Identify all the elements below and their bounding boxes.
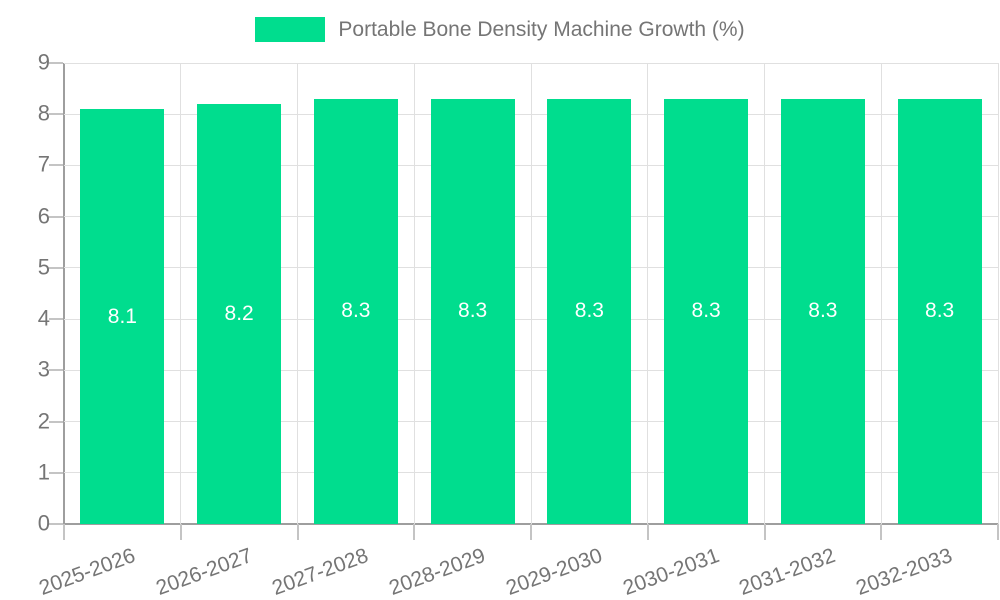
y-axis-tick — [49, 266, 63, 269]
bar[interactable]: 8.1 — [80, 109, 165, 524]
bar[interactable]: 8.3 — [780, 98, 865, 524]
x-axis-tick-label: 2032-2033 — [853, 544, 956, 600]
bar[interactable]: 8.3 — [430, 98, 515, 524]
y-axis-tick-label: 3 — [37, 356, 50, 382]
x-gridline — [764, 63, 765, 524]
y-axis-tick-label: 9 — [37, 49, 50, 75]
bar-value-label: 8.3 — [691, 299, 721, 323]
bar-value-label: 8.3 — [341, 299, 371, 323]
y-axis-tick — [49, 318, 63, 321]
bar-band: 8.3 — [881, 63, 998, 524]
x-gridline — [180, 63, 182, 524]
bar-band: 8.3 — [765, 63, 882, 524]
y-axis-tick-label: 8 — [37, 100, 50, 126]
bar-value-label: 8.3 — [574, 299, 604, 323]
bar-value-label: 8.1 — [107, 304, 137, 328]
y-axis-tick — [49, 420, 63, 423]
y-axis-line — [63, 63, 65, 524]
legend[interactable]: Portable Bone Density Machine Growth (%) — [0, 17, 1000, 42]
x-axis-tick-label: 2029-2030 — [502, 544, 606, 600]
y-axis-tick — [49, 215, 63, 218]
x-axis-tick — [763, 524, 766, 540]
bar[interactable]: 8.3 — [664, 98, 749, 524]
x-axis-tick — [179, 524, 182, 540]
x-axis-tick-label: 2025-2026 — [35, 544, 139, 600]
bar-band: 8.3 — [298, 63, 415, 524]
bar[interactable]: 8.3 — [897, 98, 982, 524]
y-axis-tick-label: 4 — [37, 305, 50, 331]
y-axis-tick — [49, 471, 63, 474]
y-axis-tick-label: 5 — [37, 254, 50, 280]
x-gridline — [413, 63, 415, 524]
y-axis-tick — [49, 369, 63, 372]
bar-band: 8.2 — [181, 63, 298, 524]
x-axis-tick — [880, 524, 883, 540]
x-axis-tick — [646, 524, 649, 540]
bar[interactable]: 8.3 — [547, 98, 632, 524]
bar-band: 8.1 — [64, 63, 181, 524]
y-axis-tick-label: 7 — [37, 151, 50, 177]
x-gridline — [530, 63, 532, 524]
y-axis-tick — [49, 164, 63, 167]
x-axis-tick — [296, 524, 299, 540]
bar-band: 8.3 — [414, 63, 531, 524]
x-gridline — [647, 63, 649, 524]
x-axis-tick — [413, 524, 416, 540]
bar-band: 8.3 — [648, 63, 765, 524]
y-axis-tick-label: 1 — [37, 459, 50, 485]
x-gridline — [997, 63, 999, 524]
y-axis-tick-label: 6 — [37, 203, 50, 229]
x-axis-tick-label: 2031-2032 — [736, 544, 839, 600]
bar-value-label: 8.3 — [925, 299, 955, 323]
x-gridline — [880, 63, 882, 524]
x-gridline — [297, 63, 298, 524]
x-axis-tick — [997, 524, 999, 540]
legend-swatch — [255, 17, 326, 42]
bar[interactable]: 8.2 — [197, 103, 282, 524]
y-axis-tick — [49, 523, 63, 525]
bar-band: 8.3 — [531, 63, 648, 524]
legend-label: Portable Bone Density Machine Growth (%) — [338, 17, 745, 41]
bar-value-label: 8.2 — [224, 301, 254, 325]
y-axis-tick — [49, 113, 63, 116]
bar-value-label: 8.3 — [458, 299, 488, 323]
x-axis-tick — [63, 524, 65, 540]
bar-value-label: 8.3 — [808, 299, 838, 323]
bar[interactable]: 8.3 — [313, 98, 398, 524]
x-axis-tick-label: 2026-2027 — [152, 544, 255, 600]
x-axis-tick-label: 2027-2028 — [269, 544, 372, 600]
plot-area: 8.1 8.2 8.3 8.3 8.3 8.3 8.3 8.3 — [49, 62, 999, 540]
y-axis-tick-label: 2 — [37, 408, 50, 434]
y-axis-tick — [49, 62, 63, 64]
x-axis-tick-label: 2030-2031 — [619, 544, 722, 600]
y-axis-tick-label: 0 — [37, 510, 50, 536]
x-axis-tick-label: 2028-2029 — [386, 544, 489, 600]
x-axis-tick — [530, 524, 532, 540]
